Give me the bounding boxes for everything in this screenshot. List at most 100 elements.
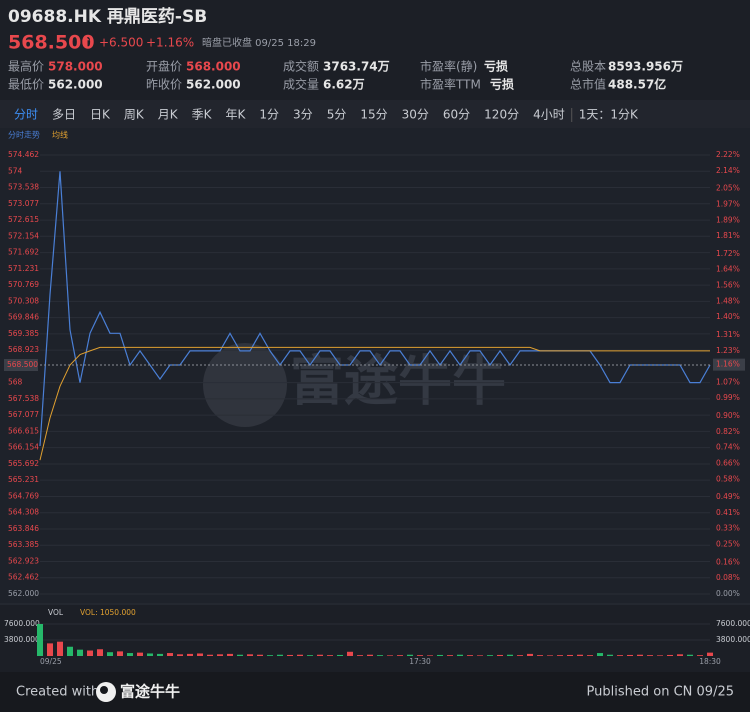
tab[interactable]: 1分: [259, 108, 279, 122]
volume-bar: [487, 655, 493, 656]
volume-bar: [277, 654, 283, 656]
current-price-label: 568.500: [7, 360, 38, 369]
tab[interactable]: 分时: [14, 108, 38, 122]
volume-bar: [187, 653, 193, 656]
tab[interactable]: 周K: [124, 108, 145, 122]
vol-tick-label-right: 7600.000: [716, 619, 750, 628]
stat-value: 8593.956万: [608, 60, 683, 74]
change-pct: +1.16%: [146, 36, 194, 50]
y2-tick-label: 1.23%: [716, 346, 740, 355]
y2-tick-label: 2.14%: [716, 166, 740, 175]
volume-bar: [517, 655, 523, 656]
volume-bar: [237, 654, 243, 656]
y-tick-label: 569.846: [8, 313, 39, 322]
y2-tick-label: 1.81%: [716, 231, 740, 240]
volume-bar: [57, 641, 63, 656]
y2-tick-label: 1.89%: [716, 215, 740, 224]
tab[interactable]: 1天：1分K: [579, 108, 639, 122]
y2-tick-label: 0.49%: [716, 492, 740, 501]
y-tick-label: 563.846: [8, 524, 39, 533]
volume-bar: [697, 655, 703, 656]
arrow: ⬆: [80, 35, 92, 51]
y-tick-label: 567.077: [8, 410, 39, 419]
change: +6.500: [99, 36, 143, 50]
volume-bar: [327, 655, 333, 656]
tab[interactable]: 60分: [443, 108, 470, 122]
tab[interactable]: 月K: [158, 108, 179, 122]
average-line: [39, 346, 710, 461]
status: 暗盘已收盘 09/25 18:29: [202, 36, 316, 49]
stat-value: 578.000: [48, 60, 103, 74]
volume-bar: [127, 653, 133, 656]
volume-bar: [147, 653, 153, 656]
volume-bar: [47, 643, 53, 656]
tab[interactable]: 多日: [52, 108, 76, 122]
volume-bar: [667, 654, 673, 656]
stat-value: 562.000: [186, 78, 241, 92]
tab[interactable]: 季K: [192, 108, 213, 122]
tab-bar: [0, 100, 750, 130]
stat-label: 市盈率(静): [420, 59, 477, 74]
watermark: 富途牛牛: [290, 350, 506, 413]
stat-label: 成交额: [283, 59, 319, 74]
volume-bar: [597, 653, 603, 656]
y-tick-label: 571.692: [8, 248, 39, 257]
volume-bar: [67, 646, 73, 656]
y2-tick-label: 0.74%: [716, 443, 740, 452]
volume-bar: [587, 655, 593, 656]
x-tick-label: 09/25: [40, 657, 62, 666]
y-tick-label: 572.615: [8, 215, 39, 224]
y2-tick-label: 1.31%: [716, 330, 740, 339]
current-change-box: [713, 358, 745, 371]
stat-value: 亏损: [484, 59, 508, 74]
volume-bar: [507, 654, 513, 656]
legend-entry: 均线: [52, 130, 68, 140]
y2-tick-label: 2.05%: [716, 184, 740, 193]
volume-bar: [77, 649, 83, 656]
vol-tick-label-right: 3800.000: [716, 635, 750, 644]
tab[interactable]: 4小时: [533, 108, 565, 122]
tab[interactable]: 日K: [90, 108, 111, 122]
y-tick-label: 573.538: [8, 183, 39, 192]
volume-bar: [227, 653, 233, 656]
stat-label: 最低价: [8, 78, 44, 92]
volume-bar: [287, 654, 293, 656]
footer-created: Created with: [16, 685, 99, 700]
watermark-logo: [203, 343, 287, 427]
volume-bar: [337, 654, 343, 656]
vol-legend: VOL: 1050.000: [80, 608, 136, 617]
volume-bar: [347, 651, 353, 656]
y-tick-label: 569.385: [8, 329, 39, 338]
volume-bar: [497, 654, 503, 656]
y2-tick-label: 0.16%: [716, 557, 740, 566]
vol-title: VOL: [48, 608, 64, 617]
volume-bar: [217, 654, 223, 656]
tab[interactable]: 3分: [293, 108, 313, 122]
tab[interactable]: 120分: [484, 108, 519, 122]
y-tick-label: 567.538: [8, 394, 39, 403]
volume-bar: [577, 654, 583, 656]
volume-bar: [377, 655, 383, 656]
volume-bar: [647, 655, 653, 656]
volume-bar: [307, 655, 313, 656]
y2-tick-label: 1.56%: [716, 281, 740, 290]
volume-bar: [397, 655, 403, 656]
volume-bar: [567, 654, 573, 656]
volume-bar: [157, 653, 163, 656]
y-tick-label: 563.385: [8, 540, 39, 549]
tab[interactable]: 5分: [327, 108, 347, 122]
stat-label: 成交量: [283, 77, 319, 92]
volume-bar: [367, 654, 373, 656]
volume-bar: [457, 654, 463, 656]
y-tick-label: 570.769: [8, 280, 39, 289]
volume-bar: [247, 654, 253, 656]
stat-value: 488.57亿: [608, 77, 666, 92]
tab[interactable]: 15分: [360, 108, 387, 122]
y2-tick-label: 1.40%: [716, 312, 740, 321]
tab[interactable]: 30分: [402, 108, 429, 122]
stat-value: 3763.74万: [323, 60, 390, 74]
y-tick-label: 565.231: [8, 475, 39, 484]
tab[interactable]: 年K: [226, 108, 247, 122]
stat-value: 亏损: [490, 77, 514, 92]
